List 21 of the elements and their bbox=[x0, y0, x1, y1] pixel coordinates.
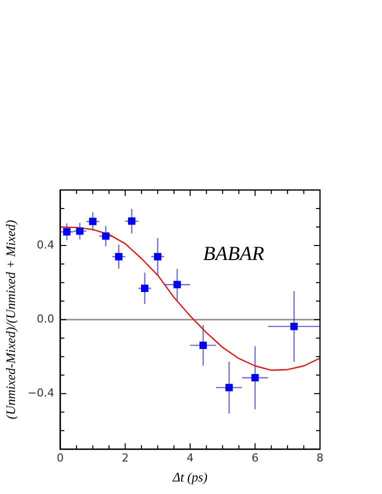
x-tick-label: 6 bbox=[252, 452, 259, 465]
point bbox=[199, 342, 207, 350]
point bbox=[290, 322, 298, 330]
annotation: BABAR bbox=[203, 243, 264, 266]
x-tick-label: 4 bbox=[186, 452, 194, 465]
x-tick-label: 8 bbox=[316, 452, 324, 465]
y-axis-title: (Unmixed-Mixed)/(Unmixed + Mixed) bbox=[3, 220, 18, 420]
point bbox=[141, 284, 148, 292]
point bbox=[225, 384, 233, 392]
x-axis-title: Δt (ps) bbox=[172, 470, 208, 485]
y-tick-label: −0.4 bbox=[28, 386, 54, 400]
y-tick-label: 0.0 bbox=[36, 312, 54, 326]
point bbox=[173, 280, 181, 288]
point bbox=[154, 252, 162, 260]
point bbox=[128, 217, 136, 225]
x-tick-label: 2 bbox=[122, 452, 129, 465]
y-tick-label: 0.4 bbox=[36, 238, 54, 252]
point bbox=[102, 232, 110, 240]
x-tick-label: 0 bbox=[56, 452, 64, 465]
point bbox=[115, 252, 122, 260]
point bbox=[251, 374, 259, 382]
